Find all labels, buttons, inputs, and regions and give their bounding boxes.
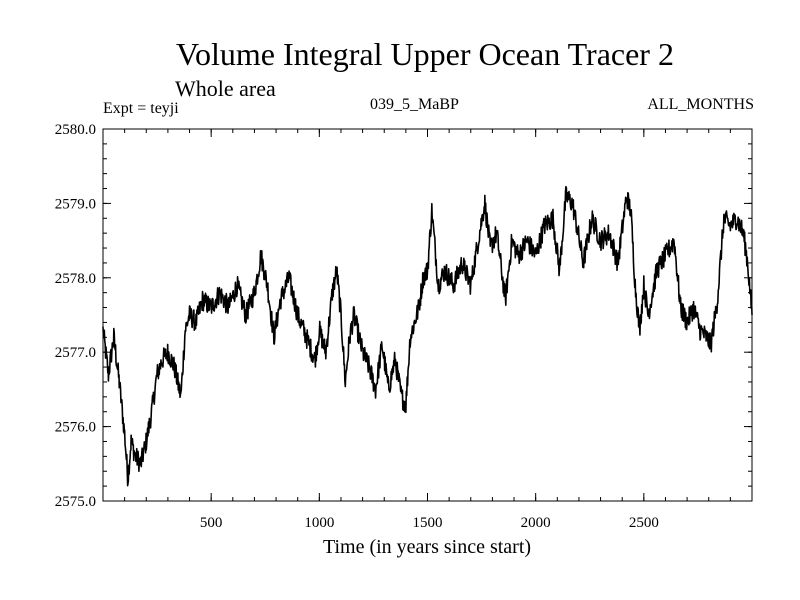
x-axis-label: Time (in years since start) bbox=[323, 536, 531, 558]
x-tick-label: 2500 bbox=[629, 515, 659, 531]
x-tick-label: 1000 bbox=[304, 515, 334, 531]
series-line bbox=[102, 185, 753, 487]
experiment-label: Expt = teyji bbox=[103, 100, 179, 117]
y-tick-label: 2579.0 bbox=[55, 196, 96, 212]
x-tick-label: 500 bbox=[200, 515, 223, 531]
series-group bbox=[102, 185, 753, 487]
period-label: ALL_MONTHS bbox=[647, 96, 754, 113]
x-axis: 500 1000 1500 2000 2500 bbox=[124, 129, 731, 531]
chart-title: Volume Integral Upper Ocean Tracer 2 bbox=[176, 36, 674, 72]
chart-subtitle: Whole area bbox=[175, 76, 276, 101]
x-tick-label: 2000 bbox=[521, 515, 551, 531]
y-tick-label: 2576.0 bbox=[55, 420, 96, 436]
y-axis: 2575.0 2576.0 2577.0 2578.0 2579.0 2580.0 bbox=[55, 122, 752, 510]
run-label: 039_5_MaBP bbox=[370, 96, 459, 113]
y-tick-label: 2577.0 bbox=[55, 345, 96, 361]
y-tick-label: 2578.0 bbox=[55, 271, 96, 287]
y-tick-label: 2580.0 bbox=[55, 122, 96, 138]
x-tick-label: 1500 bbox=[413, 515, 443, 531]
y-tick-label: 2575.0 bbox=[55, 494, 96, 510]
plot-frame bbox=[102, 128, 753, 502]
